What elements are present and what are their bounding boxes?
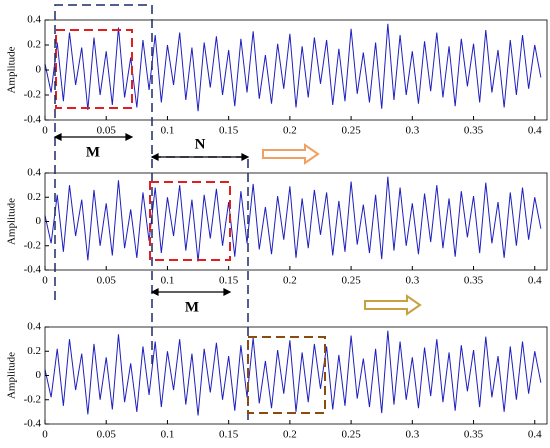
y-tick-label: -0.2	[24, 239, 41, 251]
arrow-head	[241, 153, 250, 161]
arrow-head	[223, 288, 232, 296]
x-tick-label: 0.4	[528, 429, 542, 441]
x-tick-label: 0.4	[528, 125, 542, 137]
y-tick-label: 0.2	[27, 191, 41, 203]
panel: -0.4 -0.2 0 0.2 0.4 0 0.05 0.1 0.15 0.2 0.25 0.3 0.3…	[6, 321, 548, 441]
signal-line	[44, 23, 542, 112]
x-tick-label: 0.2	[283, 125, 297, 137]
x-tick-label: 0.25	[341, 125, 361, 137]
y-tick-label: 0.2	[27, 345, 41, 357]
x-tick-label: 0.3	[405, 429, 419, 441]
guide-line	[152, 156, 249, 420]
y-tick-label: 0.4	[27, 14, 41, 26]
x-tick-label: 0.1	[161, 429, 175, 441]
x-tick-label: 0.35	[464, 125, 484, 137]
signal-line	[44, 176, 542, 262]
y-axis-label: Amplitude	[6, 352, 18, 399]
shift-arrow	[364, 294, 422, 316]
y-tick-label: -0.4	[24, 114, 42, 126]
x-tick-label: 0.1	[161, 125, 175, 137]
y-tick-label: 0.4	[27, 321, 41, 333]
y-tick-label: 0	[36, 215, 42, 227]
x-tick-label: 0.15	[219, 125, 239, 137]
x-tick-label: 0.15	[219, 275, 239, 287]
guide-line	[54, 4, 153, 365]
panel: -0.4 -0.2 0 0.2 0.4 0 0.05 0.1 0.15 0.2 0.25 0.3 0.3…	[6, 167, 548, 287]
y-tick-label: 0	[36, 369, 42, 381]
x-tick-label: 0.2	[283, 275, 297, 287]
x-tick-label: 0	[42, 125, 48, 137]
y-axis-label: Amplitude	[6, 46, 18, 93]
y-tick-label: -0.2	[24, 393, 41, 405]
x-tick-label: 0	[42, 429, 48, 441]
arrow-head	[53, 133, 62, 141]
arrow-head	[150, 153, 159, 161]
x-tick-label: 0.2	[283, 429, 297, 441]
annotation: N	[195, 136, 206, 152]
x-tick-label: 0.25	[341, 275, 361, 287]
x-tick-label: 0.3	[405, 275, 419, 287]
y-tick-label: -0.4	[24, 264, 42, 276]
plots: -0.4 -0.2 0 0.2 0.4 0 0.05 0.1 0.15 0.2 0.25 0.3 0.3…	[6, 14, 548, 441]
x-tick-label: 0.15	[219, 429, 239, 441]
arrow-head	[150, 288, 159, 296]
x-tick-label: 0.05	[97, 429, 117, 441]
x-tick-label: 0.05	[97, 275, 117, 287]
x-tick-label: 0.1	[161, 275, 175, 287]
window-box	[55, 29, 133, 109]
x-tick-label: 0.35	[464, 429, 484, 441]
arrow-head	[125, 133, 134, 141]
y-tick-label: -0.4	[24, 418, 42, 430]
x-tick-label: 0.25	[341, 429, 361, 441]
y-tick-label: 0.4	[27, 167, 41, 179]
x-tick-label: 0	[42, 275, 48, 287]
shift-arrow	[262, 143, 320, 165]
span-arrows	[53, 133, 250, 296]
x-tick-label: 0.4	[528, 275, 542, 287]
y-tick-label: 0	[36, 64, 42, 76]
y-tick-label: 0.2	[27, 39, 41, 51]
annotation: M	[185, 299, 199, 315]
panel: -0.4 -0.2 0 0.2 0.4 0 0.05 0.1 0.15 0.2 0.25 0.3 0.3…	[6, 14, 548, 137]
annotation: M	[86, 144, 100, 160]
x-tick-label: 0.3	[405, 125, 419, 137]
window-box	[149, 181, 231, 261]
x-tick-label: 0.35	[464, 275, 484, 287]
y-axis-label: Amplitude	[6, 198, 18, 245]
y-tick-label: -0.2	[24, 89, 41, 101]
window-box	[247, 336, 326, 414]
x-tick-label: 0.05	[97, 125, 117, 137]
signal-line	[44, 330, 542, 416]
